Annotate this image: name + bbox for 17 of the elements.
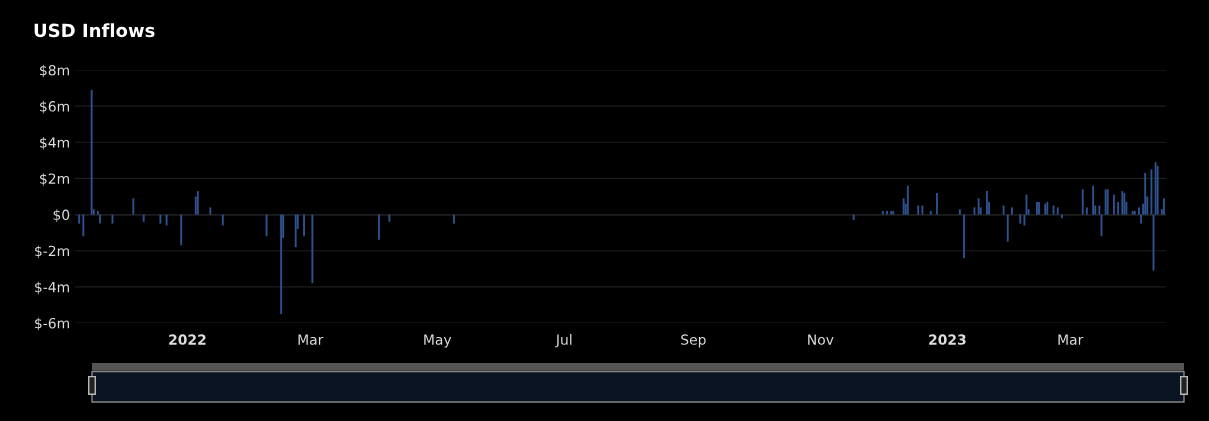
x-tick-label: May — [424, 334, 452, 348]
y-tick-label: $0 — [53, 209, 70, 222]
y-tick-label: $-6m — [35, 317, 69, 331]
y-tick-label: $-4m — [35, 281, 69, 295]
x-tick-label: Mar — [298, 334, 324, 345]
y-tick-label: $6m — [40, 100, 69, 114]
x-tick-label: 2023 — [929, 334, 966, 345]
x-tick-label: 2022 — [169, 334, 206, 345]
x-tick-label: Nov — [808, 334, 834, 345]
y-tick-label: $4m — [40, 137, 69, 150]
y-tick-label: $-2m — [35, 245, 69, 259]
chart-title: USD Inflows — [34, 23, 155, 38]
x-tick-label: Jul — [555, 334, 572, 348]
y-tick-label: $8m — [40, 64, 69, 78]
x-tick-label: Mar — [1058, 334, 1084, 345]
y-tick-label: $2m — [40, 173, 69, 186]
x-tick-label: Sep — [681, 334, 706, 348]
